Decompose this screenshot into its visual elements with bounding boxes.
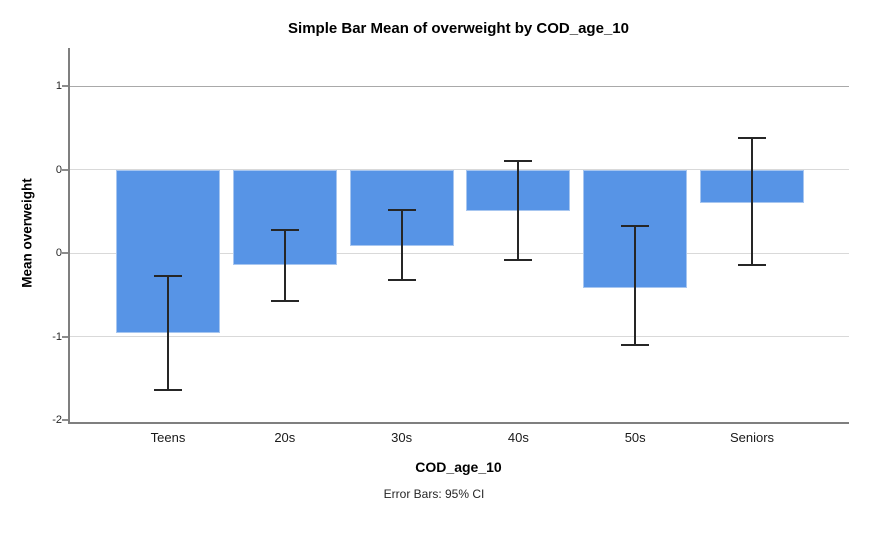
- error-bar-line: [167, 276, 169, 390]
- x-tick-label: Teens: [150, 430, 186, 445]
- y-tick-mark: [62, 252, 68, 254]
- error-bars-footnote: Error Bars: 95% CI: [383, 487, 485, 501]
- x-axis-title: COD_age_10: [415, 459, 502, 475]
- error-bar-cap-top: [154, 275, 182, 278]
- error-bar-cap-bottom: [504, 258, 533, 261]
- error-bar-cap-top: [504, 160, 533, 163]
- y-tick-mark: [62, 419, 68, 421]
- y-axis-title: Mean overweight: [19, 178, 35, 288]
- x-tick-label: 50s: [624, 430, 646, 445]
- error-bar-cap-bottom: [154, 388, 182, 391]
- error-bar-cap-bottom: [387, 278, 416, 281]
- chart-title: Simple Bar Mean of overweight by COD_age…: [288, 20, 629, 37]
- error-bar-cap-top: [387, 208, 416, 211]
- y-tick-label: -1: [52, 330, 62, 343]
- y-tick-label: 0: [55, 163, 62, 176]
- error-bar-cap-bottom: [270, 300, 299, 303]
- gridline: [70, 252, 849, 254]
- y-tick-mark: [62, 168, 68, 171]
- error-bar-cap-bottom: [738, 263, 766, 266]
- y-tick-mark: [62, 85, 68, 87]
- y-tick-label: -2: [52, 414, 62, 426]
- error-bar-line: [751, 137, 753, 265]
- error-bar-cap-bottom: [621, 343, 650, 346]
- error-bar-line: [634, 226, 637, 345]
- gridline: [70, 85, 849, 87]
- error-bar-cap-top: [270, 228, 299, 231]
- x-tick-label: 20s: [274, 430, 296, 445]
- error-bar-cap-top: [738, 136, 766, 139]
- x-tick-label: 40s: [507, 430, 529, 445]
- x-tick-label: 30s: [391, 430, 413, 445]
- error-bar-cap-top: [621, 225, 650, 228]
- plot-area: 1 0 0 -1 -2 Teens 20s 30s 40s 50s Seniors: [52, 48, 849, 445]
- gridline: [70, 336, 849, 337]
- gridline: [70, 169, 849, 170]
- y-tick-mark: [62, 335, 68, 338]
- error-bar-line: [283, 229, 286, 302]
- y-tick-label: 0: [55, 247, 62, 259]
- error-bar-line: [517, 161, 520, 260]
- y-tick-label: 1: [55, 80, 62, 92]
- error-bar-line: [400, 209, 403, 280]
- x-tick-label: Seniors: [729, 430, 775, 445]
